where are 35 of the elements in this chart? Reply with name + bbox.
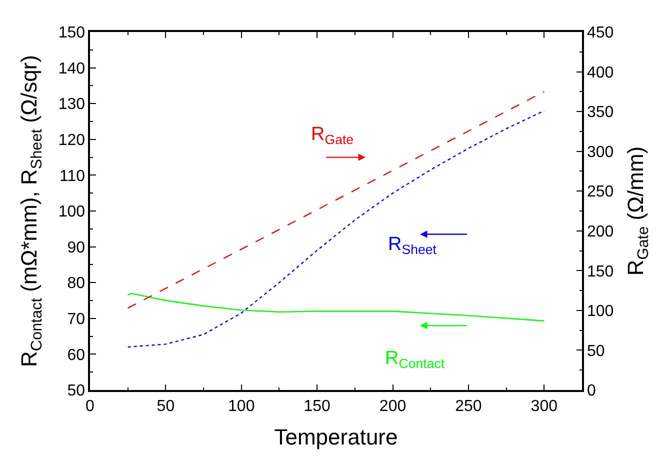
y-tick-label: 130	[58, 96, 86, 114]
y-tick-label: 100	[58, 204, 86, 221]
y-tick-label: 90	[67, 239, 86, 256]
legend-label: R$_{Sheet}$	[388, 234, 437, 257]
x-tick-label: 250	[455, 398, 482, 415]
y2-tick-label: 450	[586, 24, 614, 42]
y2-tick-label: 200	[586, 223, 614, 240]
y-tick-label: 150	[58, 24, 86, 42]
x-tick-label: 100	[228, 398, 255, 415]
y-tick-label: 60	[67, 346, 86, 364]
y2-tick-label: 250	[586, 184, 614, 201]
y2-tick-label: 0	[586, 382, 596, 400]
x-tick-label: 150	[304, 398, 331, 415]
x-tick-label: 200	[379, 398, 406, 415]
legend-label: R$_{Contact}$	[385, 348, 445, 371]
y2-tick-label: 150	[586, 263, 614, 280]
y-tick-label: 50	[67, 382, 86, 400]
y2-tick-label: 400	[586, 64, 614, 82]
y-tick-label: 110	[60, 168, 86, 185]
y-tick-label: 120	[58, 132, 86, 149]
y-tick-label: 70	[67, 311, 86, 328]
line-series	[127, 292, 545, 322]
y-tick-label: 80	[67, 275, 86, 292]
y2-tick-label: 50	[586, 342, 605, 360]
x-tick-label: 0	[86, 398, 95, 415]
y2-tick-label: 100	[586, 303, 614, 320]
y-tick-label: 140	[58, 60, 86, 78]
y2-tick-label: 300	[586, 144, 614, 161]
x-axis-title: Temperature	[274, 424, 398, 450]
text: R$_{Gate}$	[311, 124, 354, 147]
line-series	[127, 110, 545, 348]
y2-tick-label: 350	[586, 104, 614, 122]
x-tick-label: 300	[530, 398, 558, 415]
line-series	[127, 91, 545, 309]
x-tick-label: 50	[156, 398, 175, 415]
